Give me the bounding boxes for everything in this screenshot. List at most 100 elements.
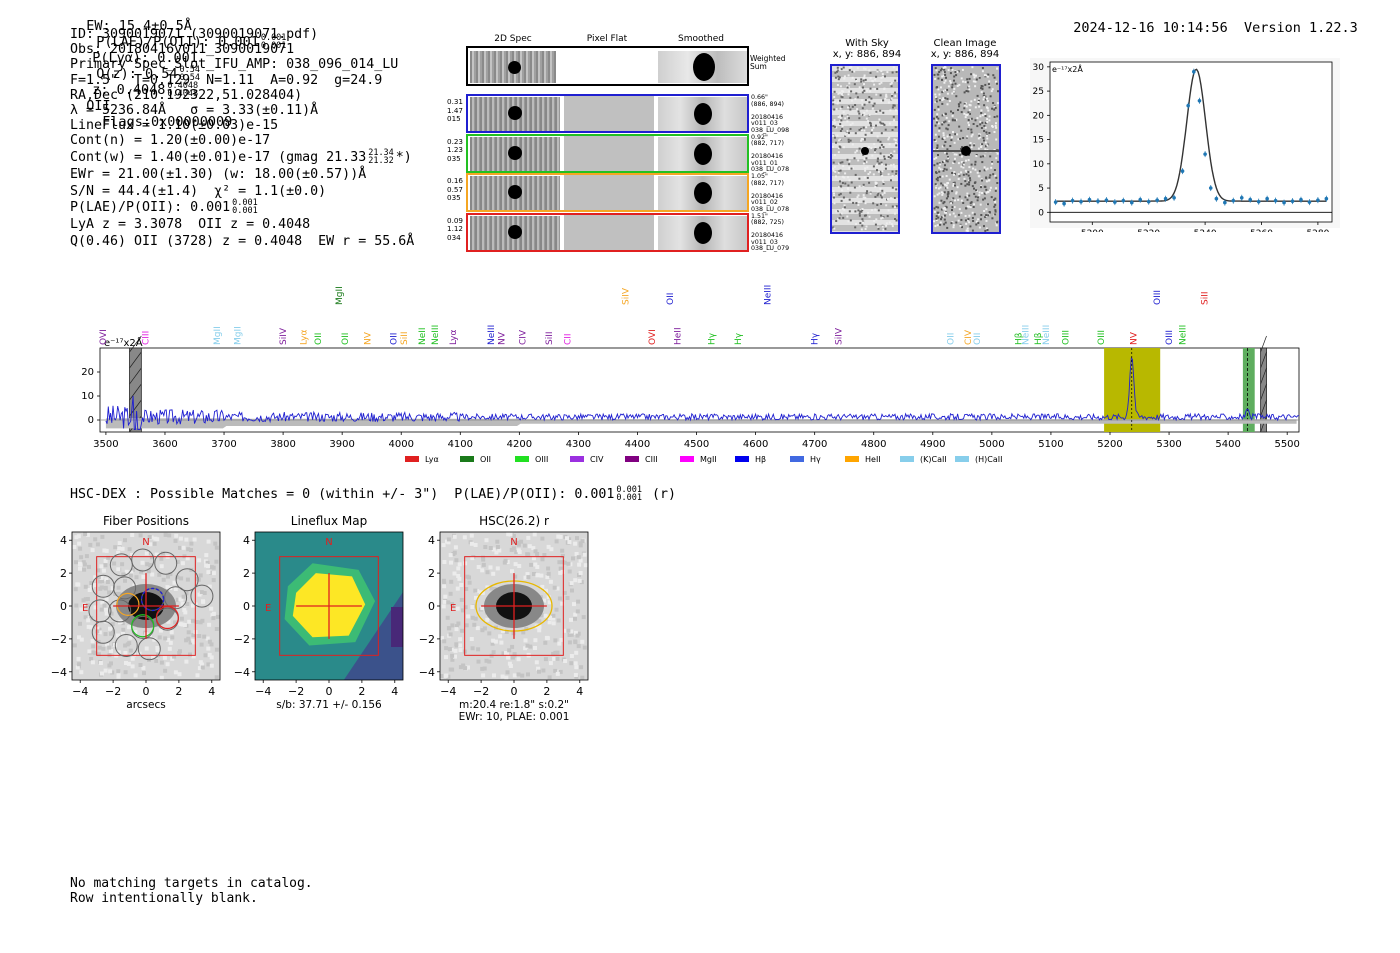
hsc-noise-pixel bbox=[201, 599, 205, 604]
spectrum-line-label: Lyα bbox=[449, 329, 459, 345]
hsc-noise-pixel bbox=[537, 628, 542, 633]
hsc-noise-pixel bbox=[178, 597, 183, 602]
info-contn: Cont(n) = 1.20(±0.00)e-17 bbox=[70, 133, 271, 149]
hsc-noise-pixel bbox=[90, 660, 95, 665]
spectrum-ytick-label: 0 bbox=[88, 415, 94, 426]
clean-noise-pixel bbox=[946, 160, 949, 163]
clean-noise-pixel bbox=[934, 67, 937, 70]
sky-noise-pixel bbox=[857, 209, 860, 212]
fiber-circle-blue bbox=[140, 587, 165, 612]
hsc-noise-pixel bbox=[159, 564, 164, 569]
sky-noise-pixel bbox=[862, 162, 865, 165]
hsc-xtick-label: −2 bbox=[105, 685, 121, 698]
clean-noise-pixel bbox=[938, 127, 941, 130]
hsc-noise-pixel bbox=[79, 555, 84, 560]
clean-noise-pixel bbox=[943, 160, 946, 163]
spectrum-line-label: OIII bbox=[1165, 330, 1175, 345]
sky-noise-pixel bbox=[885, 204, 888, 207]
hsc-ytick-label: 2 bbox=[60, 567, 67, 580]
clean-noise-pixel bbox=[934, 124, 937, 127]
clean-noise-pixel bbox=[943, 223, 946, 226]
hsc-noise-pixel bbox=[565, 536, 569, 541]
hsc-noise-pixel bbox=[456, 566, 461, 571]
sky-stripe bbox=[832, 176, 898, 181]
clean-noise-pixel bbox=[984, 83, 987, 86]
clean-noise-pixel bbox=[966, 227, 969, 230]
hsc-noise-pixel bbox=[109, 661, 113, 666]
hsc-noise-pixel bbox=[191, 603, 195, 608]
hsc-noise-pixel bbox=[566, 628, 571, 633]
clean-noise-pixel bbox=[980, 146, 983, 148]
hsc-ytick-label: 0 bbox=[428, 600, 435, 613]
clean-noise-pixel bbox=[950, 67, 953, 70]
hsc-noise-pixel bbox=[139, 569, 144, 574]
sky-noise-pixel bbox=[887, 138, 890, 141]
clean-noise-pixel bbox=[963, 177, 966, 180]
hsc-noise-pixel bbox=[162, 655, 167, 660]
clean-noise-pixel bbox=[935, 205, 938, 208]
sky-noise-pixel bbox=[838, 186, 841, 188]
cutout-row-0-right-label: 0.66" (886, 894) 20180416 v011_03 038_LU… bbox=[751, 94, 790, 134]
clean-noise-pixel bbox=[945, 76, 947, 79]
sky-noise-pixel bbox=[863, 111, 866, 114]
fit-data-point bbox=[1186, 103, 1190, 108]
hsc-noise-pixel bbox=[99, 575, 104, 580]
sky-noise-pixel bbox=[861, 224, 864, 227]
hsc-noise-pixel bbox=[211, 611, 216, 616]
clean-noise-pixel bbox=[991, 217, 994, 220]
hsc-noise-pixel bbox=[578, 541, 583, 546]
sky-noise-pixel bbox=[839, 123, 842, 125]
hsc-noise-pixel bbox=[444, 646, 449, 651]
hsc-noise-pixel bbox=[482, 626, 487, 631]
hsc-noise-pixel bbox=[535, 573, 540, 578]
sky-noise-pixel bbox=[851, 143, 854, 146]
sky-noise-pixel bbox=[895, 174, 898, 177]
hsc-noise-pixel bbox=[528, 644, 533, 649]
weighted-smoothed-source bbox=[693, 53, 715, 81]
hsc-panel-title: Lineflux Map bbox=[291, 514, 367, 528]
sky-noise-pixel bbox=[853, 157, 856, 160]
sky-noise-pixel bbox=[888, 221, 891, 224]
spectrum-legend-label: Lyα bbox=[425, 455, 439, 464]
sky-noise-pixel bbox=[864, 67, 867, 70]
fit-data-point bbox=[1290, 199, 1295, 203]
footer-line1: No matching targets in catalog. bbox=[70, 876, 313, 891]
sky-noise-pixel bbox=[874, 185, 877, 188]
hsc-noise-pixel bbox=[186, 547, 191, 552]
cutout-row-3-smoothed bbox=[658, 215, 747, 250]
fiber-circle bbox=[175, 568, 199, 592]
sky-noise-pixel bbox=[865, 157, 868, 160]
sky-noise-pixel bbox=[877, 209, 880, 212]
sky-noise-pixel bbox=[858, 128, 861, 131]
hsc-noise-pixel bbox=[578, 571, 583, 575]
clean-noise-pixel bbox=[988, 80, 991, 83]
hsc-noise-pixel bbox=[463, 605, 468, 610]
fit-data-point bbox=[1203, 152, 1207, 156]
hsc-ytick-label: −2 bbox=[51, 633, 67, 646]
sky-noise-pixel bbox=[885, 163, 887, 166]
clean-noise-pixel bbox=[940, 218, 942, 221]
hsc-noise-pixel bbox=[127, 641, 132, 646]
clean-noise-pixel bbox=[949, 167, 952, 170]
sky-noise-pixel bbox=[864, 214, 867, 217]
sky-noise-pixel bbox=[875, 124, 877, 127]
clean-noise-pixel bbox=[946, 148, 949, 151]
sky-noise-pixel bbox=[832, 99, 835, 102]
clean-noise-pixel bbox=[947, 69, 950, 72]
clean-noise-pixel bbox=[942, 134, 945, 137]
clean-noise-pixel bbox=[994, 197, 997, 200]
clean-noise-pixel bbox=[962, 80, 964, 83]
hsc-noise-pixel bbox=[565, 596, 570, 600]
sky-stripe bbox=[832, 187, 898, 192]
sky-noise-pixel bbox=[882, 146, 885, 148]
fit-ytick-label: 5 bbox=[1038, 184, 1044, 194]
clean-noise-pixel bbox=[936, 147, 939, 149]
sky-noise-pixel bbox=[880, 143, 883, 146]
clean-noise-pixel bbox=[946, 186, 949, 189]
hsc-noise-pixel bbox=[184, 537, 189, 542]
cutout-row-2-left-label: 0.16 0.57 035 bbox=[447, 176, 464, 202]
clean-noise-pixel bbox=[995, 157, 998, 160]
hsc-noise-pixel bbox=[488, 546, 493, 550]
sky-noise-pixel bbox=[895, 188, 898, 191]
hsc-noise-pixel bbox=[83, 532, 88, 537]
